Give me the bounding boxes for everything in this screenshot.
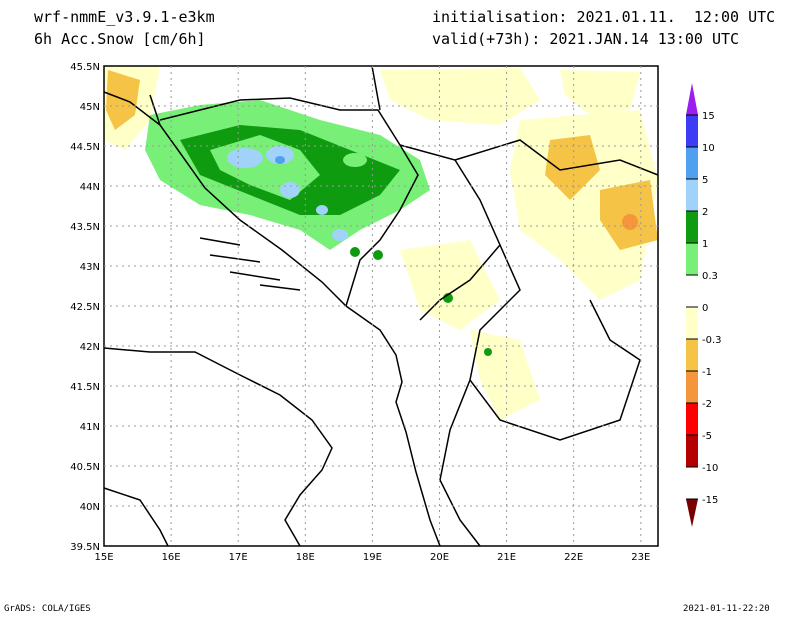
valid-time: valid(+73h): 2021.JAN.14 13:00 UTC	[432, 30, 740, 48]
colorbar-segment	[686, 275, 698, 307]
snow-field	[104, 66, 658, 420]
colorbar-label: -5	[702, 431, 712, 442]
lat-label: 40.5N	[70, 462, 100, 473]
colorbar-label: 1	[702, 239, 708, 250]
lon-label: 17E	[229, 552, 248, 563]
colorbar-label: 2	[702, 207, 708, 218]
colorbar: 15 10 5 2 1 0.3 0 -0.3 -1 -2 -5 -10 -15	[686, 83, 722, 527]
colorbar-label: 15	[702, 111, 715, 122]
lat-label: 39.5N	[70, 542, 100, 553]
colorbar-bottom-arrow	[686, 499, 698, 527]
colorbar-label: -1	[702, 367, 712, 378]
lat-label: 43.5N	[70, 222, 100, 233]
colorbar-segment	[686, 179, 698, 211]
lat-label: 42.5N	[70, 302, 100, 313]
model-title: wrf-nmmE_v3.9.1-e3km	[34, 8, 215, 26]
colorbar-segment	[686, 243, 698, 275]
variable-title: 6h Acc.Snow [cm/6h]	[34, 30, 206, 48]
lat-label: 45N	[80, 102, 100, 113]
colorbar-segment	[686, 307, 698, 339]
footer-credit: GrADS: COLA/IGES	[4, 604, 91, 614]
colorbar-label: 5	[702, 175, 708, 186]
colorbar-top-arrow	[686, 83, 698, 115]
colorbar-label: 0	[702, 303, 708, 314]
footer-timestamp: 2021-01-11-22:20	[683, 604, 770, 614]
colorbar-segment	[686, 371, 698, 403]
lon-label: 21E	[497, 552, 516, 563]
lat-label: 44.5N	[70, 142, 100, 153]
lat-label: 44N	[80, 182, 100, 193]
lon-label: 16E	[162, 552, 181, 563]
colorbar-label: 0.3	[702, 271, 718, 282]
lat-label: 43N	[80, 262, 100, 273]
colorbar-label: 10	[702, 143, 715, 154]
lon-label: 23E	[631, 552, 650, 563]
colorbar-label: -0.3	[702, 335, 722, 346]
colorbar-segment	[686, 115, 698, 147]
colorbar-label: -2	[702, 399, 712, 410]
colorbar-label: -10	[702, 463, 718, 474]
colorbar-segment	[686, 147, 698, 179]
lat-label: 41N	[80, 422, 100, 433]
lon-label: 18E	[296, 552, 315, 563]
lat-label: 42N	[80, 342, 100, 353]
colorbar-segment	[686, 403, 698, 435]
init-time: initialisation: 2021.01.11. 12:00 UTC	[432, 8, 776, 26]
lon-label: 15E	[94, 552, 113, 563]
lat-label: 41.5N	[70, 382, 100, 393]
colorbar-segment	[686, 211, 698, 243]
colorbar-segment	[686, 435, 698, 467]
lat-label: 40N	[80, 502, 100, 513]
lon-label: 20E	[430, 552, 449, 563]
lon-label: 22E	[564, 552, 583, 563]
colorbar-label: -15	[702, 495, 718, 506]
lat-label: 45.5N	[70, 62, 100, 73]
lon-label: 19E	[363, 552, 382, 563]
colorbar-segment	[686, 339, 698, 371]
